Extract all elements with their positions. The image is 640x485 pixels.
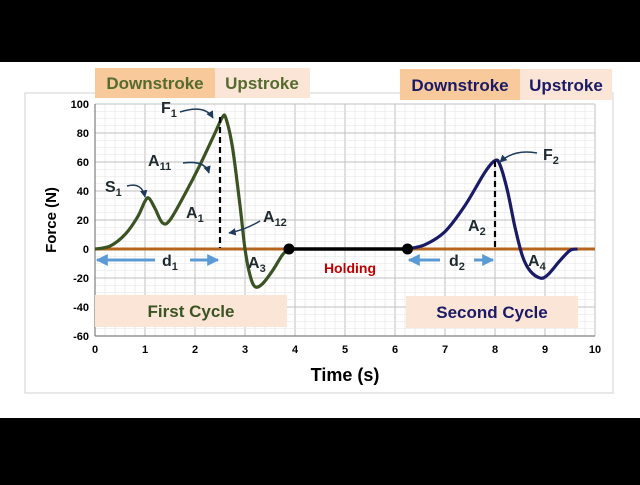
label-a1: A1 xyxy=(186,205,204,225)
x-tick-label: 10 xyxy=(589,344,601,356)
second-cycle-box xyxy=(406,296,578,328)
x-axis-title: Time (s) xyxy=(311,365,380,385)
label-f2: F2 xyxy=(543,147,559,167)
upstroke-2-box xyxy=(520,69,612,100)
label-d1: d1 xyxy=(162,253,178,273)
y-tick-label: 40 xyxy=(77,186,89,198)
s1-pointer xyxy=(126,184,148,198)
x-tick-label: 9 xyxy=(542,344,548,356)
holding-end-point xyxy=(402,243,413,255)
label-f1: F1 xyxy=(161,100,177,120)
x-tick-label: 4 xyxy=(292,344,299,356)
y-tick-label: -60 xyxy=(73,331,89,343)
x-tick-label: 2 xyxy=(192,344,198,356)
y-tick-label: 80 xyxy=(77,128,89,140)
header-first-cycle: Downstroke Upstroke xyxy=(95,68,310,98)
upstroke-1-label: Upstroke xyxy=(225,74,299,93)
x-tick-label: 7 xyxy=(442,344,448,356)
a12-pointer xyxy=(228,220,261,236)
x-tick-label: 8 xyxy=(492,344,498,356)
y-tick-label: 100 xyxy=(71,99,89,111)
second-cycle-curve xyxy=(407,158,578,280)
y-tick-label: 0 xyxy=(83,244,89,256)
label-d2: d2 xyxy=(449,253,465,273)
label-a2: A2 xyxy=(468,218,486,238)
first-cycle-label: First Cycle xyxy=(148,302,235,321)
label-a11: A11 xyxy=(148,153,171,173)
first-cycle-box xyxy=(95,295,287,327)
downstroke-1-box xyxy=(95,68,215,98)
upstroke-2-label: Upstroke xyxy=(529,76,603,95)
a11-pointer xyxy=(182,161,211,174)
label-a12: A12 xyxy=(263,209,287,229)
header-second-cycle: Downstroke Upstroke xyxy=(400,69,612,100)
y-tick-label: 20 xyxy=(77,215,89,227)
holding-start-point xyxy=(283,243,295,255)
y-tick-label: -40 xyxy=(73,302,89,314)
x-tick-label: 6 xyxy=(392,344,398,356)
x-tick-label: 1 xyxy=(142,344,148,356)
first-cycle-curve xyxy=(94,113,291,289)
y-tick-label: 60 xyxy=(77,157,89,169)
second-cycle-label: Second Cycle xyxy=(436,303,548,322)
label-a3: A3 xyxy=(248,255,266,275)
f2-pointer xyxy=(499,151,538,163)
x-tick-label: 5 xyxy=(342,344,348,356)
holding-label: Holding xyxy=(324,260,376,276)
label-s1: S1 xyxy=(105,179,122,199)
y-tick-label: -20 xyxy=(73,273,89,285)
downstroke-1-label: Downstroke xyxy=(106,74,203,93)
x-tick-label: 3 xyxy=(242,344,248,356)
f1-pointer xyxy=(179,108,214,119)
label-a4: A4 xyxy=(528,253,547,273)
downstroke-2-box xyxy=(400,69,520,100)
series-group xyxy=(94,113,595,289)
downstroke-2-label: Downstroke xyxy=(411,76,508,95)
tick-labels: 0 1 2 3 4 5 6 7 8 9 10 100 80 60 40 20 0 -20 -40 -60 xyxy=(71,99,601,356)
upstroke-1-box xyxy=(215,68,310,98)
x-tick-label: 0 xyxy=(92,344,98,356)
y-axis-title: Force (N) xyxy=(43,187,60,253)
